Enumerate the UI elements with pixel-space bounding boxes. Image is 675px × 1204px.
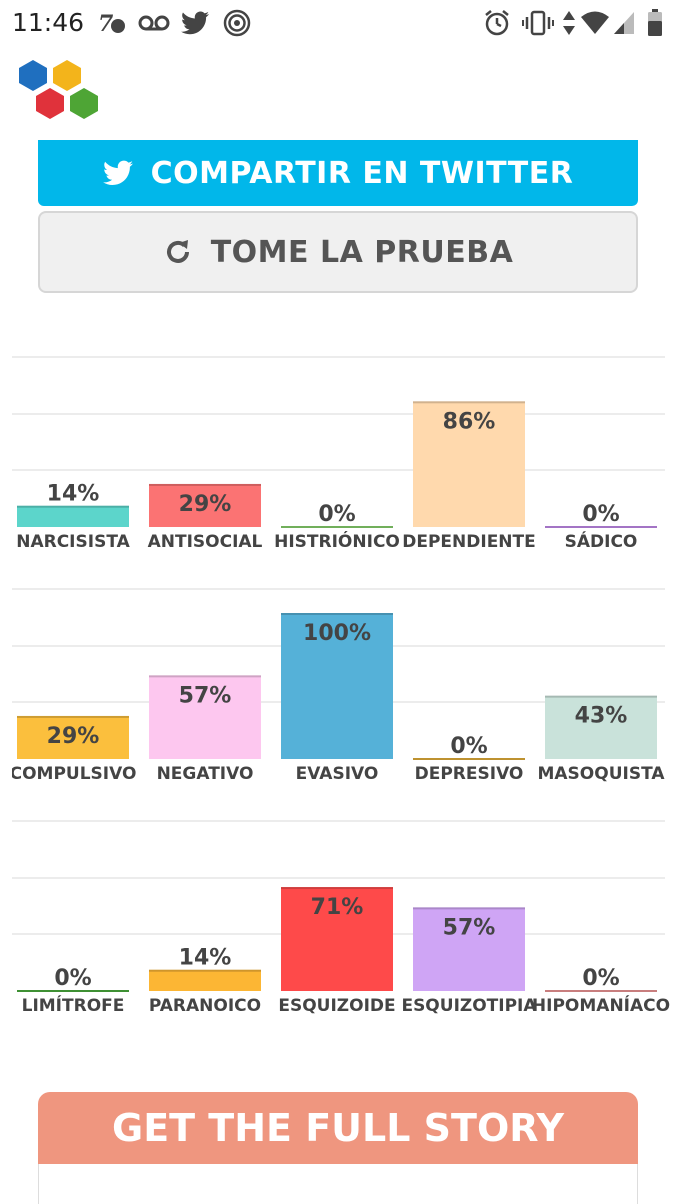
bar-top-dependiente xyxy=(413,401,525,404)
category-label-esquizotipia: ESQUIZOTIPIA xyxy=(401,996,537,1016)
full-story-card: GET THE FULL STORY xyxy=(38,1092,638,1204)
value-label-sadico: 0% xyxy=(582,502,619,527)
category-label-compulsivo: COMPULSIVO xyxy=(12,764,136,784)
alarm-icon xyxy=(482,8,512,38)
category-label-paranoico: PARANOICO xyxy=(149,996,261,1016)
value-label-evasivo: 100% xyxy=(303,621,371,646)
value-label-narcisista: 14% xyxy=(47,482,100,507)
bar-paranoico xyxy=(149,970,261,991)
wifi-icon xyxy=(580,8,610,38)
category-label-masoquista: MASOQUISTA xyxy=(537,764,665,784)
status-bar: 11:46 7 xyxy=(0,0,675,48)
bar-esquizoide xyxy=(281,888,393,991)
bar-top-sadico xyxy=(545,526,657,528)
bar-top-esquizotipia xyxy=(413,907,525,910)
bar-compulsivo xyxy=(17,716,129,759)
category-label-antisocial: ANTISOCIAL xyxy=(148,532,263,552)
bar-dependiente xyxy=(413,402,525,527)
bar-negativo xyxy=(149,676,261,759)
value-label-negativo: 57% xyxy=(179,683,232,708)
category-label-depresivo: DEPRESIVO xyxy=(415,764,524,784)
bar-top-histrionico xyxy=(281,526,393,528)
app-logo xyxy=(16,58,104,124)
results-chart-1-svg: 14% NARCISISTA 29% ANTISOCIAL 0% HISTRIÓNICO 8… xyxy=(12,356,665,552)
bar-top-compulsivo xyxy=(17,715,129,718)
bar-top-antisocial xyxy=(149,483,261,486)
value-label-antisocial: 29% xyxy=(179,492,232,517)
category-label-sadico: SÁDICO xyxy=(565,530,638,552)
retake-test-button[interactable]: TOME LA PRUEBA xyxy=(38,211,638,293)
refresh-icon xyxy=(163,237,193,267)
value-label-limitrofe: 0% xyxy=(54,966,91,991)
lastpass-icon xyxy=(222,8,252,38)
twitter-icon xyxy=(180,8,210,38)
battery-icon xyxy=(646,8,664,38)
results-chart-3: 0% LIMÍTROFE 14% PARANOICO 71% ESQUIZOIDE 57% E… xyxy=(12,816,670,1020)
twitter-icon xyxy=(102,160,133,186)
value-label-dependiente: 86% xyxy=(443,409,496,434)
value-label-compulsivo: 29% xyxy=(47,724,100,749)
value-label-paranoico: 14% xyxy=(179,946,232,971)
bar-top-hipomaniaco xyxy=(545,990,657,992)
share-twitter-button[interactable]: COMPARTIR EN TWITTER xyxy=(38,140,638,206)
bar-esquizotipia xyxy=(413,908,525,991)
results-chart-2-svg: 29% COMPULSIVO 57% NEGATIVO 100% EVASIVO 0% DEP… xyxy=(12,588,665,784)
value-label-histrionico: 0% xyxy=(318,502,355,527)
category-label-histrionico: HISTRIÓNICO xyxy=(274,530,400,552)
bar-antisocial xyxy=(149,484,261,527)
category-label-negativo: NEGATIVO xyxy=(157,764,254,784)
value-label-hipomaniaco: 0% xyxy=(582,966,619,991)
share-twitter-label: COMPARTIR EN TWITTER xyxy=(150,155,574,191)
bar-top-depresivo xyxy=(413,758,525,760)
bar-top-paranoico xyxy=(149,969,261,972)
category-label-hipomaniaco: HIPOMANÍACO xyxy=(532,994,670,1016)
bar-top-negativo xyxy=(149,675,261,678)
data-arrows-icon xyxy=(560,8,578,38)
bar-narcisista xyxy=(17,506,129,527)
bar-top-esquizoide xyxy=(281,887,393,890)
category-label-evasivo: EVASIVO xyxy=(296,764,379,784)
full-story-header[interactable]: GET THE FULL STORY xyxy=(38,1092,638,1164)
category-label-esquizoide: ESQUIZOIDE xyxy=(278,996,395,1016)
results-chart-3-svg: 0% LIMÍTROFE 14% PARANOICO 71% ESQUIZOIDE 57% E… xyxy=(12,820,670,1016)
bar-top-narcisista xyxy=(17,505,129,508)
category-label-dependiente: DEPENDIENTE xyxy=(402,532,536,552)
status-time: 11:46 xyxy=(12,8,85,37)
voicemail-icon xyxy=(138,8,170,38)
svg-text:7: 7 xyxy=(98,11,114,37)
value-label-esquizoide: 71% xyxy=(311,895,364,920)
retake-test-label: TOME LA PRUEBA xyxy=(210,234,514,270)
value-label-esquizotipia: 57% xyxy=(443,915,496,940)
bar-top-evasivo xyxy=(281,613,393,615)
signal-icon xyxy=(612,8,636,38)
category-label-narcisista: NARCISISTA xyxy=(16,532,130,552)
results-chart-1: 14% NARCISISTA 29% ANTISOCIAL 0% HISTRIÓNICO 8… xyxy=(12,352,665,552)
bar-top-limitrofe xyxy=(17,990,129,992)
value-label-masoquista: 43% xyxy=(575,704,628,729)
full-story-title: GET THE FULL STORY xyxy=(112,1106,564,1150)
bar-masoquista xyxy=(545,696,657,759)
full-story-body xyxy=(38,1164,638,1204)
results-chart-2: 29% COMPULSIVO 57% NEGATIVO 100% EVASIVO 0% DEP… xyxy=(12,584,665,784)
value-label-depresivo: 0% xyxy=(450,734,487,759)
bar-evasivo xyxy=(281,614,393,759)
category-label-limitrofe: LIMÍTROFE xyxy=(22,994,125,1016)
text-number-icon: 7 xyxy=(98,8,128,38)
vibrate-icon xyxy=(522,8,554,38)
bar-top-masoquista xyxy=(545,695,657,698)
